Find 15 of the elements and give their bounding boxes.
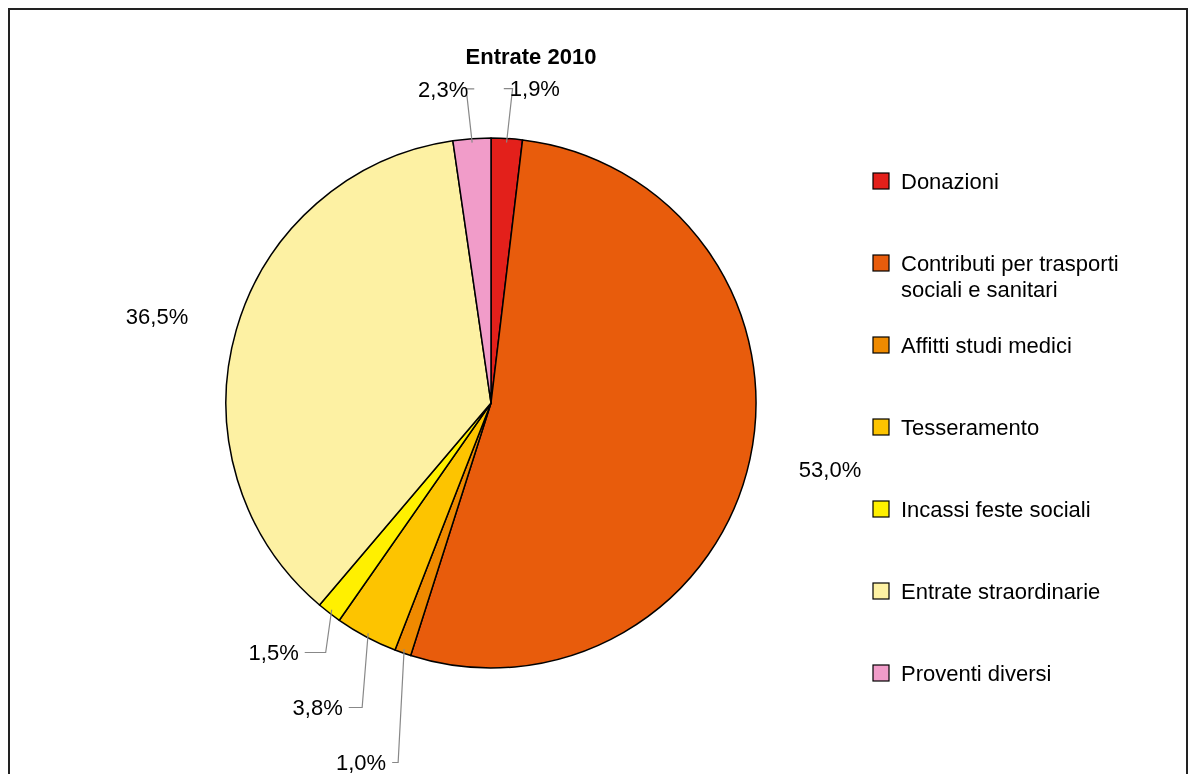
legend-label: Donazioni (901, 168, 999, 194)
chart-title: Entrate 2010 (465, 44, 597, 69)
data-label: 36,5% (125, 303, 189, 329)
data-label: 1,9% (509, 76, 560, 102)
legend-label: Entrate straordinarie (901, 578, 1101, 604)
data-label: 1,5% (248, 640, 299, 666)
legend-label: Incassi feste sociali (901, 496, 1091, 522)
data-label: 2,3% (418, 76, 469, 102)
legend-label: Proventi diversi (901, 660, 1052, 686)
legend-label: Affitti studi medici (901, 332, 1072, 358)
legend-label: Contributi per trasporti sociali e sanitari (901, 250, 1119, 303)
data-label: 53,0% (798, 457, 862, 483)
data-label: 3,8% (292, 695, 343, 721)
legend-label: Tesseramento (901, 414, 1040, 440)
data-label: 1,0% (336, 750, 387, 776)
